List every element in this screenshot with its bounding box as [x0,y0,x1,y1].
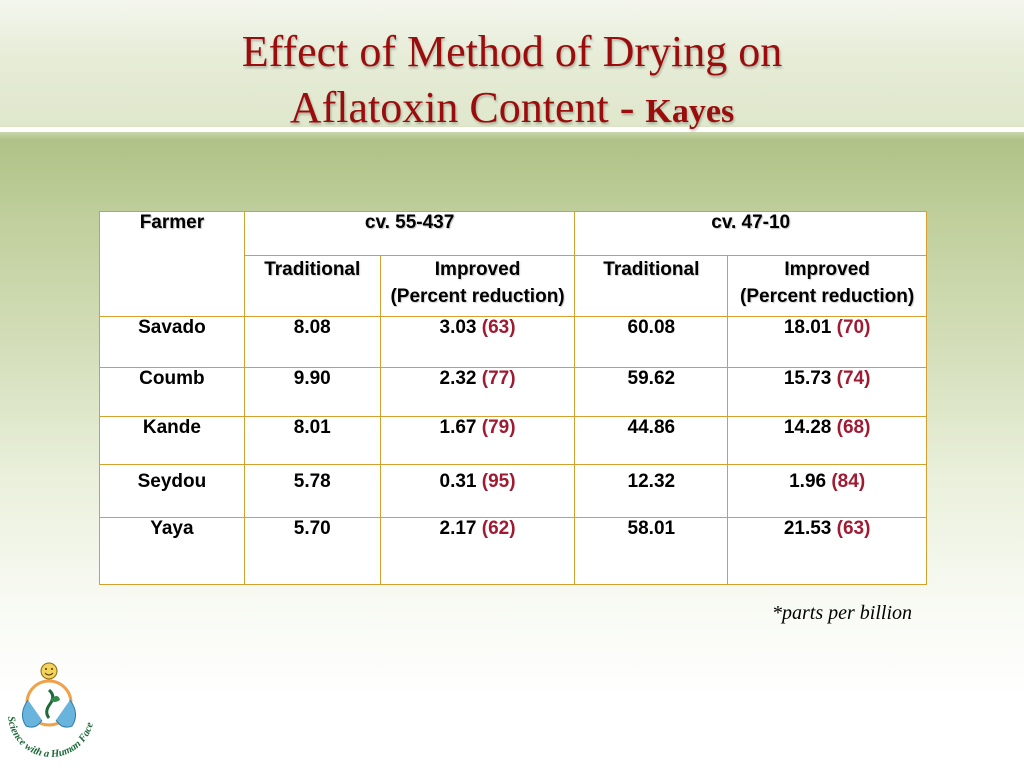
logo-leaf-icon [45,688,55,719]
logo-left-arm-icon [22,699,43,728]
cv1-percent-reduction: (62) [481,518,516,539]
cv1-improved-cell: 2.17 (62) [379,517,576,585]
subheader-improved-label: Improved [434,259,521,280]
logo-eye-icon [51,668,53,670]
cv1-improved-cell: 2.32 (77) [379,367,576,417]
cv2-percent-reduction: (63) [836,518,871,539]
cv2-improved-cell: 21.53 (63) [727,517,927,585]
cv2-improved-cell: 18.01 (70) [727,316,927,368]
title-line-2: Aflatoxin Content - Kayes [0,80,1024,140]
units-footnote: *parts per billion [771,602,912,624]
cv2-traditional-value: 12.32 [574,464,729,518]
aflatoxin-table: Farmer cv. 55-437 cv. 47-10 Traditional … [99,211,927,585]
cv1-improved-value: 0.31 [439,471,477,492]
cv2-traditional-value: 58.01 [574,517,729,585]
logo-leaf-icon [50,696,60,702]
cv1-improved-value: 2.32 [439,368,477,389]
farmer-name: Yaya [99,517,245,585]
farmer-name: Coumb [99,367,245,417]
subheader-improved-note: (Percent reduction) [740,286,915,307]
cv1-traditional-value: 5.78 [243,464,381,518]
subheader-traditional-label: Traditional [264,259,361,280]
logo-face-icon [40,662,58,680]
table-row: Savado 8.08 3.03 (63) 60.08 18.01 (70) [99,316,927,368]
farmer-name: Savado [99,316,245,368]
farmer-column-header: Farmer [99,211,245,317]
cv1-percent-reduction: (95) [481,471,516,492]
cv2-improved-value: 1.96 [789,471,827,492]
cv2-traditional-value: 59.62 [574,367,729,417]
cv2-improved-value: 14.28 [783,417,832,438]
cv1-improved-cell: 0.31 (95) [379,464,576,518]
cv2-improved-cell: 1.96 (84) [727,464,927,518]
cv1-improved-value: 1.67 [439,417,477,438]
farmer-name: Kande [99,416,245,465]
cultivar-header-1: cv. 55-437 [243,211,576,256]
title-location: Kayes [645,93,735,130]
cv2-percent-reduction: (70) [836,317,871,338]
slide-title: Effect of Method of Drying on Aflatoxin … [0,24,1024,140]
cv1-percent-reduction: (77) [481,368,516,389]
cv1-traditional-value: 8.08 [243,316,381,368]
title-line-1: Effect of Method of Drying on [241,27,783,76]
cv2-traditional-value: 44.86 [574,416,729,465]
subheader-traditional-2: Traditional [574,255,729,317]
cv2-improved-value: 15.73 [783,368,832,389]
cv1-traditional-value: 8.01 [243,416,381,465]
cv1-improved-cell: 3.03 (63) [379,316,576,368]
cv2-traditional-value: 60.08 [574,316,729,368]
subheader-traditional-1: Traditional [243,255,381,317]
cv2-improved-cell: 14.28 (68) [727,416,927,465]
table-row: Coumb 9.90 2.32 (77) 59.62 15.73 (74) [99,367,927,417]
cv1-improved-value: 2.17 [439,518,477,539]
logo-smile-icon [44,672,54,676]
subheader-improved-1: Improved (Percent reduction) [379,255,576,317]
cv1-improved-cell: 1.67 (79) [379,416,576,465]
subheader-improved-label: Improved [784,259,870,280]
table-row: Yaya 5.70 2.17 (62) 58.01 21.53 (63) [99,517,927,585]
cv2-improved-cell: 15.73 (74) [727,367,927,417]
cv1-percent-reduction: (63) [481,317,516,338]
title-line-2-text: Aflatoxin Content - [289,83,646,132]
logo-right-arm-icon [55,699,76,728]
logo-eye-icon [45,668,47,670]
header-row-methods: Traditional Improved (Percent reduction) … [100,255,927,317]
farmer-name: Seydou [99,464,245,518]
human-face-logo-icon: Science with a Human Face [5,662,96,760]
cv2-percent-reduction: (68) [836,417,871,438]
cv2-percent-reduction: (84) [831,471,866,492]
cv1-improved-value: 3.03 [439,317,477,338]
header-divider [0,127,1024,132]
table-row: Kande 8.01 1.67 (79) 44.86 14.28 (68) [99,416,927,465]
cv2-improved-value: 21.53 [783,518,832,539]
cv1-traditional-value: 5.70 [243,517,381,585]
cv1-percent-reduction: (79) [481,417,516,438]
header-row-cultivars: Farmer cv. 55-437 cv. 47-10 [99,211,927,317]
cultivar-header-2: cv. 47-10 [574,211,927,256]
cv2-percent-reduction: (74) [836,368,871,389]
cv1-traditional-value: 9.90 [243,367,381,417]
subheader-improved-2: Improved (Percent reduction) [727,255,927,317]
table-row: Seydou 5.78 0.31 (95) 12.32 1.96 (84) [99,464,927,518]
subheader-traditional-label: Traditional [603,259,700,280]
subheader-improved-note: (Percent reduction) [390,286,565,307]
cv2-improved-value: 18.01 [783,317,832,338]
